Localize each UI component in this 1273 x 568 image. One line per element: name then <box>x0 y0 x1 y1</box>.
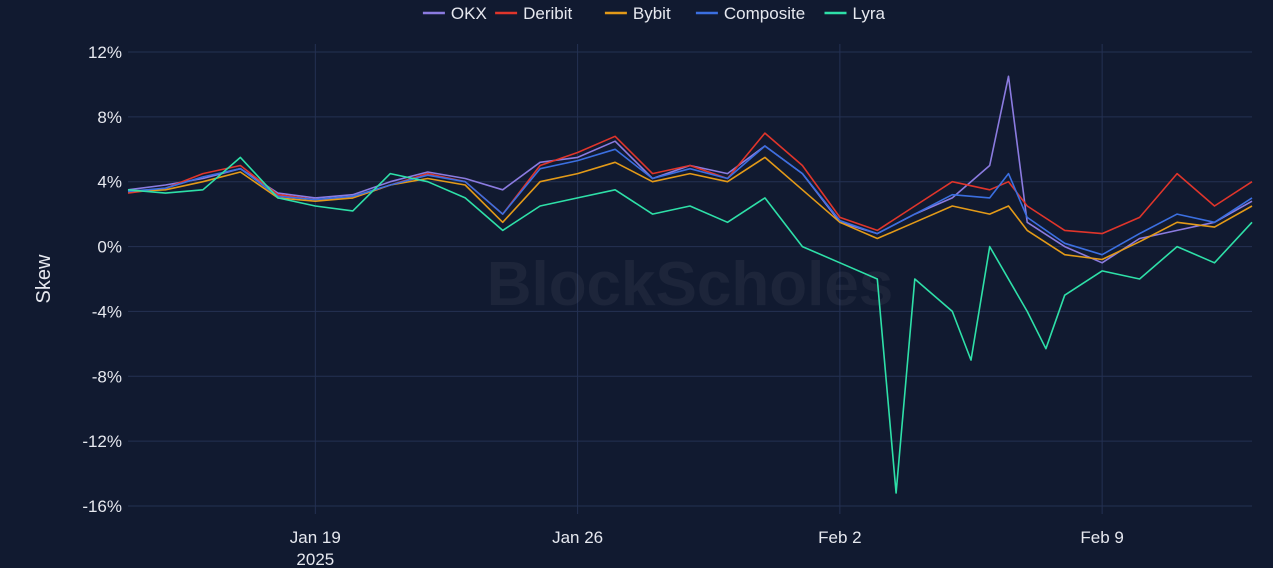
legend-item-lyra[interactable]: Lyra <box>853 4 886 23</box>
legend-item-bybit[interactable]: Bybit <box>633 4 671 23</box>
series-line-composite <box>127 145 1253 256</box>
y-tick-label: -12% <box>82 432 122 451</box>
x-tick-label: Feb 9 <box>1080 528 1123 547</box>
y-tick-label: -16% <box>82 497 122 516</box>
y-tick-label: 12% <box>88 43 122 62</box>
y-tick-label: 4% <box>97 173 122 192</box>
y-axis-label: Skew <box>33 254 55 303</box>
legend-item-composite[interactable]: Composite <box>724 4 805 23</box>
y-tick-label: 0% <box>97 238 122 257</box>
y-tick-label: 8% <box>97 108 122 127</box>
x-tick-label: Jan 26 <box>552 528 603 547</box>
series-line-okx <box>127 75 1253 264</box>
x-tick-label: Feb 2 <box>818 528 861 547</box>
y-tick-label: -8% <box>92 367 122 386</box>
x-tick-label: Jan 19 <box>290 528 341 547</box>
x-tick-year-label: 2025 <box>296 550 334 568</box>
series-line-deribit <box>127 132 1253 235</box>
legend-item-okx[interactable]: OKX <box>451 4 487 23</box>
series-line-bybit <box>127 156 1253 261</box>
y-tick-label: -4% <box>92 302 122 321</box>
legend-item-deribit[interactable]: Deribit <box>523 4 572 23</box>
watermark: BlockScholes <box>487 250 894 319</box>
series-line-lyra <box>127 156 1253 494</box>
